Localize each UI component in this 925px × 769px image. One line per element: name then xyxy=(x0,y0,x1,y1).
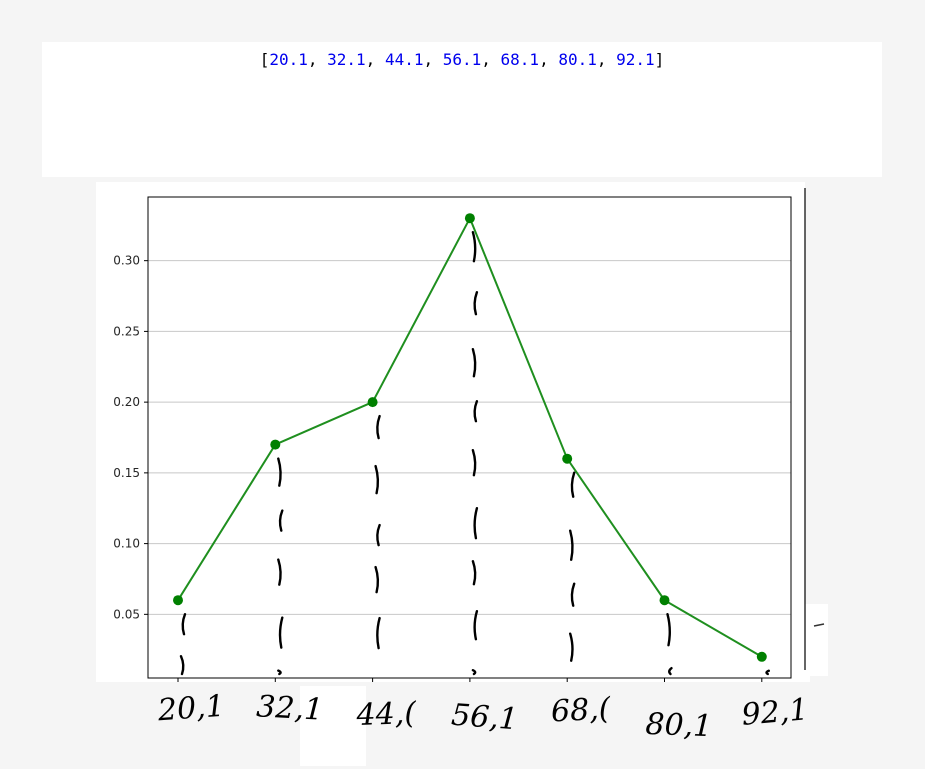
handwritten-dash xyxy=(473,610,479,641)
data-point xyxy=(173,595,183,606)
y-axis-ticks: 0.05 0.10 0.15 0.20 0.25 0.30 xyxy=(113,254,148,621)
data-point xyxy=(270,439,281,450)
handwritten-x-label: 80,1 xyxy=(645,707,713,744)
handwritten-x-label: 68,( xyxy=(550,691,612,729)
data-point xyxy=(464,213,475,224)
code-values: 20.1, 32.1, 44.1, 56.1, 68.1, 80.1, 92.1 xyxy=(269,50,654,69)
handwritten-dash xyxy=(277,457,282,487)
series-layer xyxy=(173,213,767,662)
data-point xyxy=(756,651,767,662)
handwritten-x-label: 20,1 xyxy=(156,689,226,729)
handwritten-x-label: 92,1 xyxy=(740,692,810,733)
handwritten-dash xyxy=(471,348,477,378)
data-point xyxy=(367,397,378,408)
code-separator: , xyxy=(307,50,328,69)
figure-background xyxy=(96,182,810,682)
y-tick-label: 0.25 xyxy=(113,324,140,338)
handwritten-dash xyxy=(570,471,576,498)
handwritten-dash xyxy=(277,558,282,586)
code-separator: , xyxy=(481,50,501,69)
handwritten-dash xyxy=(471,669,477,676)
handwritten-dash xyxy=(179,655,185,676)
handwritten-dash xyxy=(569,632,574,662)
handwritten-dash xyxy=(569,529,574,561)
code-value: 92.1 xyxy=(616,50,655,69)
handwritten-dash xyxy=(471,560,477,586)
handwritten-dash xyxy=(376,523,381,547)
grid-lines xyxy=(148,260,791,615)
handwritten-dash xyxy=(277,669,282,676)
handwritten-dash xyxy=(374,464,380,495)
code-separator: , xyxy=(365,50,385,69)
close-bracket: ] xyxy=(654,50,665,69)
cropped-tick-mark xyxy=(813,623,825,627)
handwritten-dash xyxy=(666,613,671,647)
y-tick-label: 0.15 xyxy=(113,466,140,480)
figure-gap xyxy=(805,182,827,604)
open-bracket: [ xyxy=(259,50,270,69)
data-point xyxy=(562,453,573,464)
code-separator: , xyxy=(596,50,617,69)
code-separator: , xyxy=(423,50,443,69)
handwritten-x-labels: 20,1 32,1 44,( 56,1 68,( 80,1 92,1 xyxy=(156,689,810,744)
data-point xyxy=(659,595,670,606)
handwritten-dash xyxy=(473,507,479,540)
code-value: 32.1 xyxy=(327,50,366,69)
handwritten-dash xyxy=(181,613,187,636)
code-separator: , xyxy=(539,50,559,69)
handwritten-x-label: 44,( xyxy=(355,696,418,733)
handwritten-dash xyxy=(376,414,381,440)
handwritten-dash xyxy=(668,667,673,676)
handwritten-dash xyxy=(278,509,284,532)
code-output-cell: [20.1, 32.1, 44.1, 56.1, 68.1, 80.1, 92.… xyxy=(42,42,882,177)
handwritten-dash xyxy=(374,565,380,594)
handwritten-dash xyxy=(473,291,479,316)
y-tick-label: 0.20 xyxy=(113,395,140,409)
figure-bottom-patch xyxy=(300,686,366,766)
code-value: 20.1 xyxy=(269,50,308,69)
code-value: 68.1 xyxy=(500,50,540,69)
code-value: 56.1 xyxy=(442,50,482,69)
x-axis-ticks xyxy=(177,678,763,682)
code-value: 80.1 xyxy=(558,50,597,69)
handwritten-dash xyxy=(471,231,477,263)
handwritten-dash xyxy=(765,669,770,676)
code-output-line: [20.1, 32.1, 44.1, 56.1, 68.1, 80.1, 92.… xyxy=(42,50,882,69)
handwritten-x-label: 32,1 xyxy=(256,689,325,727)
handwritten-dash xyxy=(278,616,284,649)
handwritten-marks xyxy=(179,231,770,676)
code-value: 44.1 xyxy=(384,50,424,69)
y-tick-label: 0.05 xyxy=(113,607,140,621)
y-tick-label: 0.10 xyxy=(113,537,140,551)
handwritten-dash xyxy=(471,449,477,477)
handwritten-dash xyxy=(376,616,381,650)
handwritten-dash xyxy=(570,582,576,607)
y-tick-label: 0.30 xyxy=(113,254,140,268)
handwritten-x-label: 56,1 xyxy=(450,698,519,738)
handwritten-dash xyxy=(473,400,479,423)
figure-side-patch xyxy=(810,604,828,676)
